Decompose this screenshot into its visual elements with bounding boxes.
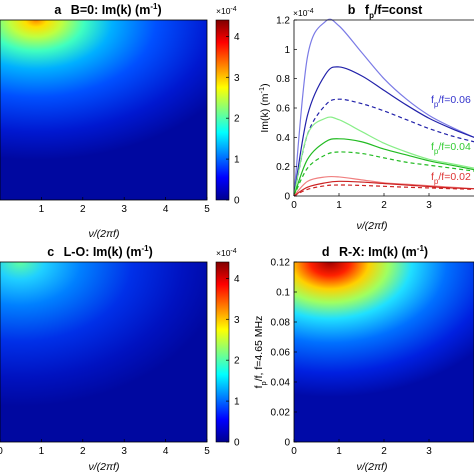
panel-a-x-tick-label: 5	[204, 204, 210, 215]
panel-a-xlabel: ν/(2πf)	[89, 228, 120, 240]
panel-d-xlabel: ν/(2πf)	[357, 461, 388, 473]
panel-d-y-tick-label: 0.04	[271, 378, 291, 389]
panel-b-y-tick-label: 0.6	[276, 104, 290, 115]
panel-c: c L-O: Im(k) (m-1) 012345 ν/(2πf) 01234 …	[0, 244, 240, 473]
panel-d-y-tick-label: 0.02	[271, 408, 291, 419]
panel-b-ylabel: Im(k) (m-1)	[257, 83, 271, 132]
panel-c-x-tick-label: 2	[80, 446, 86, 457]
panel-b-xlabel: ν/(2πf)	[357, 220, 388, 232]
panel-d-y-tick-label: 0	[284, 438, 290, 449]
panel-a-x-tick-label: 2	[80, 204, 86, 215]
panel-b-x-tick-label: 0	[291, 200, 297, 211]
series-line-0.02-solid	[293, 180, 474, 197]
series-line-0.06-dashed	[293, 98, 474, 197]
panel-b-y-tick-label: 0.4	[276, 133, 290, 144]
panel-c-xticks: 0 1 2 3 4 5	[0, 439, 210, 457]
panel-c-colorbar-exponent: ×10-4	[216, 248, 237, 258]
panel-b-lines	[293, 18, 474, 197]
panel-b-y-tick-label: 0.2	[276, 162, 290, 173]
panel-a-colorbar-tick-label: 3	[234, 73, 240, 84]
panel-b-plot-area	[294, 20, 474, 196]
panel-b-y-tick-label: 1.2	[276, 16, 290, 27]
panel-d-y-tick-label: 0.1	[276, 288, 290, 299]
panel-d-x-tick-label: 2	[381, 446, 387, 457]
panel-c-colorbar-tick-label: 4	[234, 274, 240, 285]
panel-c-x-tick-label: 4	[163, 446, 169, 457]
panel-c-x-tick-label: 1	[39, 446, 45, 457]
panel-d-y-tick-label: 0.08	[271, 318, 291, 329]
series-line-0.06-solid-light	[293, 18, 474, 197]
panel-c-colorbar-tick-label: 2	[234, 356, 240, 367]
panel-c-x-tick-label: 5	[204, 446, 210, 457]
panel-d-x-tick-label: 3	[426, 446, 432, 457]
legend-entry: fp/f=0.04	[431, 141, 471, 156]
panel-d-heatmap	[294, 262, 474, 442]
panel-a-x-tick-label: 3	[121, 204, 127, 215]
panel-a-frame	[0, 19, 208, 201]
panel-c-colorbar-tick-label: 1	[234, 397, 240, 408]
panel-a-title: a B=0: Im(k) (m-1)	[54, 2, 161, 17]
panel-d-x-tick-label: 0	[291, 446, 297, 457]
panel-b-legend: fp/f=0.06 fp/f=0.04 fp/f=0.02	[431, 94, 471, 186]
panel-b-x-tick-label: 1	[336, 200, 342, 211]
panel-d-y-tick-label: 0.06	[271, 348, 291, 359]
panel-c-title: c L-O: Im(k) (m-1)	[47, 244, 153, 259]
panel-a-x-tick-label: 1	[39, 204, 45, 215]
panel-b-ticks: 0 1 2 3 0 0.2 0.4 0.6 0.8 1 1.2	[276, 16, 432, 212]
panel-a-colorbar-exponent: ×10-4	[216, 6, 237, 16]
panel-a-colorbar-ticks: 0 1 2 3 4	[226, 32, 240, 207]
panel-b-y-tick-label: 0.8	[276, 74, 290, 85]
panel-d-ylabel: fp/f, f=4.65 MHz	[253, 316, 268, 389]
panel-c-heatmap	[0, 262, 207, 442]
legend-entry: fp/f=0.02	[431, 171, 471, 186]
panel-a-colorbar	[215, 19, 230, 201]
panel-a-xticks: 1 2 3 4 5	[39, 197, 210, 215]
panel-a-colorbar-tick-label: 4	[234, 32, 240, 43]
panel-c-colorbar-tick-label: 3	[234, 315, 240, 326]
panel-a: a B=0: Im(k) (m-1) 1 2 3 4 5 ν/(2πf) 0 1 2 3 4 ×…	[0, 2, 240, 240]
series-line-0.06-solid	[293, 66, 474, 197]
panel-a-colorbar-tick-label: 2	[234, 114, 240, 125]
panel-d-title: d R-X: Im(k) (m-1)	[322, 244, 428, 259]
panel-a-colorbar-tick-label: 1	[234, 155, 240, 166]
panel-c-x-tick-label: 0	[0, 446, 3, 457]
panel-d: d R-X: Im(k) (m-1) 0 1 2 3 0 0.02 0.04 0.06 0.08…	[253, 244, 474, 473]
series-line-0.02-solid-light	[293, 175, 474, 197]
panel-b-x-tick-label: 3	[426, 200, 432, 211]
series-line-0.04-solid	[293, 138, 474, 197]
series-line-0.04-solid-light	[293, 116, 474, 197]
panel-c-frame	[0, 261, 208, 443]
panel-d-x-tick-label: 1	[336, 446, 342, 457]
panel-a-colorbar-tick-label: 0	[234, 196, 240, 207]
panel-b-title: b fp/f=const	[348, 3, 423, 20]
panel-a-x-tick-label: 4	[163, 204, 169, 215]
panel-b-y-tick-label: 1	[284, 45, 290, 56]
series-line-0.04-dashed	[293, 151, 474, 197]
series-line-0.02-dashed	[293, 184, 474, 197]
panel-d-y-tick-label: 0.12	[271, 258, 291, 269]
panel-b-y-tick-label: 0	[284, 192, 290, 203]
panel-a-heatmap	[0, 20, 207, 200]
panel-b-y-exponent: ×10-4	[293, 8, 314, 18]
panel-c-colorbar-tick-label: 0	[234, 438, 240, 449]
panel-b: b fp/f=const ×10-4 0 1 2 3 0 0.2 0.4 0.6 0.8 1 1.2…	[257, 3, 474, 232]
panel-c-x-tick-label: 3	[121, 446, 127, 457]
legend-entry: fp/f=0.06	[431, 94, 471, 109]
panel-d-ticks: 0 1 2 3 0 0.02 0.04 0.06 0.08 0.1 0.12	[271, 258, 433, 458]
panel-c-colorbar-ticks: 0 1 2 3 4	[226, 274, 240, 449]
panel-b-x-tick-label: 2	[381, 200, 387, 211]
panel-c-xlabel: ν/(2πf)	[89, 461, 120, 473]
panel-c-colorbar	[215, 261, 230, 443]
